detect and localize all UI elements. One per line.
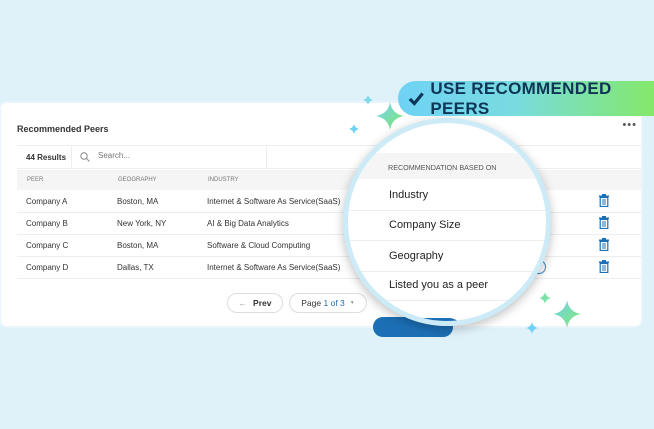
trash-icon[interactable] [599, 216, 609, 229]
peer-geography: Boston, MA [117, 241, 159, 250]
toolbar: 44 Results [17, 145, 641, 169]
peer-geography: Boston, MA [117, 197, 159, 206]
sparkle-icon [376, 102, 404, 130]
search-input[interactable] [98, 151, 248, 160]
results-count: 44 Results [26, 153, 67, 162]
recommendation-header: RECOMMENDATION BASED ON [348, 153, 546, 179]
table-header: PEER GEOGRAPHY INDUSTRY [17, 170, 641, 190]
trash-icon[interactable] [599, 194, 609, 207]
chevron-down-icon: ▼ [349, 300, 355, 306]
peer-geography: New York, NY [117, 219, 167, 228]
prev-button[interactable]: ← Prev [227, 293, 283, 313]
recommendation-geography: Geography [348, 242, 546, 272]
more-horizontal-icon[interactable]: ••• [622, 119, 637, 131]
peer-industry: Internet & Software As Service(SaaS) [207, 197, 341, 206]
search-box [71, 146, 267, 169]
page-label: Page [301, 298, 322, 308]
peer-name: Company A [26, 197, 68, 206]
column-header-geography[interactable]: GEOGRAPHY [118, 177, 157, 183]
sparkle-icon [526, 322, 538, 334]
next-button-magnified [373, 318, 463, 321]
recommendation-industry: Industry [348, 181, 546, 211]
table-row: Company D Dallas, TX Internet & Software… [17, 257, 641, 279]
sparkle-icon [349, 124, 359, 134]
use-recommended-peers-badge[interactable]: USE RECOMMENDED PEERS [398, 78, 654, 118]
recommendation-company-size: Company Size [348, 211, 546, 241]
trash-icon[interactable] [599, 260, 609, 273]
checkmark-icon [408, 92, 424, 106]
peer-geography: Dallas, TX [117, 263, 154, 272]
peer-name: Company D [26, 263, 69, 272]
prev-label: Prev [253, 298, 272, 308]
magnifier-lens: RECOMMENDATION BASED ON Industry Company… [343, 118, 551, 326]
arrow-left-icon: ← [238, 298, 248, 308]
column-header-industry[interactable]: INDUSTRY [208, 177, 239, 183]
peer-industry: Internet & Software As Service(SaaS) [207, 263, 341, 272]
column-header-peer[interactable]: PEER [27, 177, 44, 183]
sparkle-icon [553, 300, 581, 328]
peer-industry: Software & Cloud Computing [207, 241, 311, 250]
page-select[interactable]: Page 1 of 3 ▼ [289, 293, 367, 313]
sparkle-icon [539, 292, 551, 304]
peer-industry: AI & Big Data Analytics [207, 219, 289, 228]
card-title: Recommended Peers [17, 124, 109, 134]
sparkle-icon [363, 95, 373, 105]
search-icon [80, 152, 90, 162]
peer-name: Company C [26, 241, 69, 250]
badge-label: USE RECOMMENDED PEERS [430, 78, 612, 118]
page-current: 1 of 3 [323, 298, 345, 308]
trash-icon[interactable] [599, 238, 609, 251]
peer-name: Company B [26, 219, 68, 228]
recommendation-listed-peer: Listed you as a peer [348, 271, 546, 301]
